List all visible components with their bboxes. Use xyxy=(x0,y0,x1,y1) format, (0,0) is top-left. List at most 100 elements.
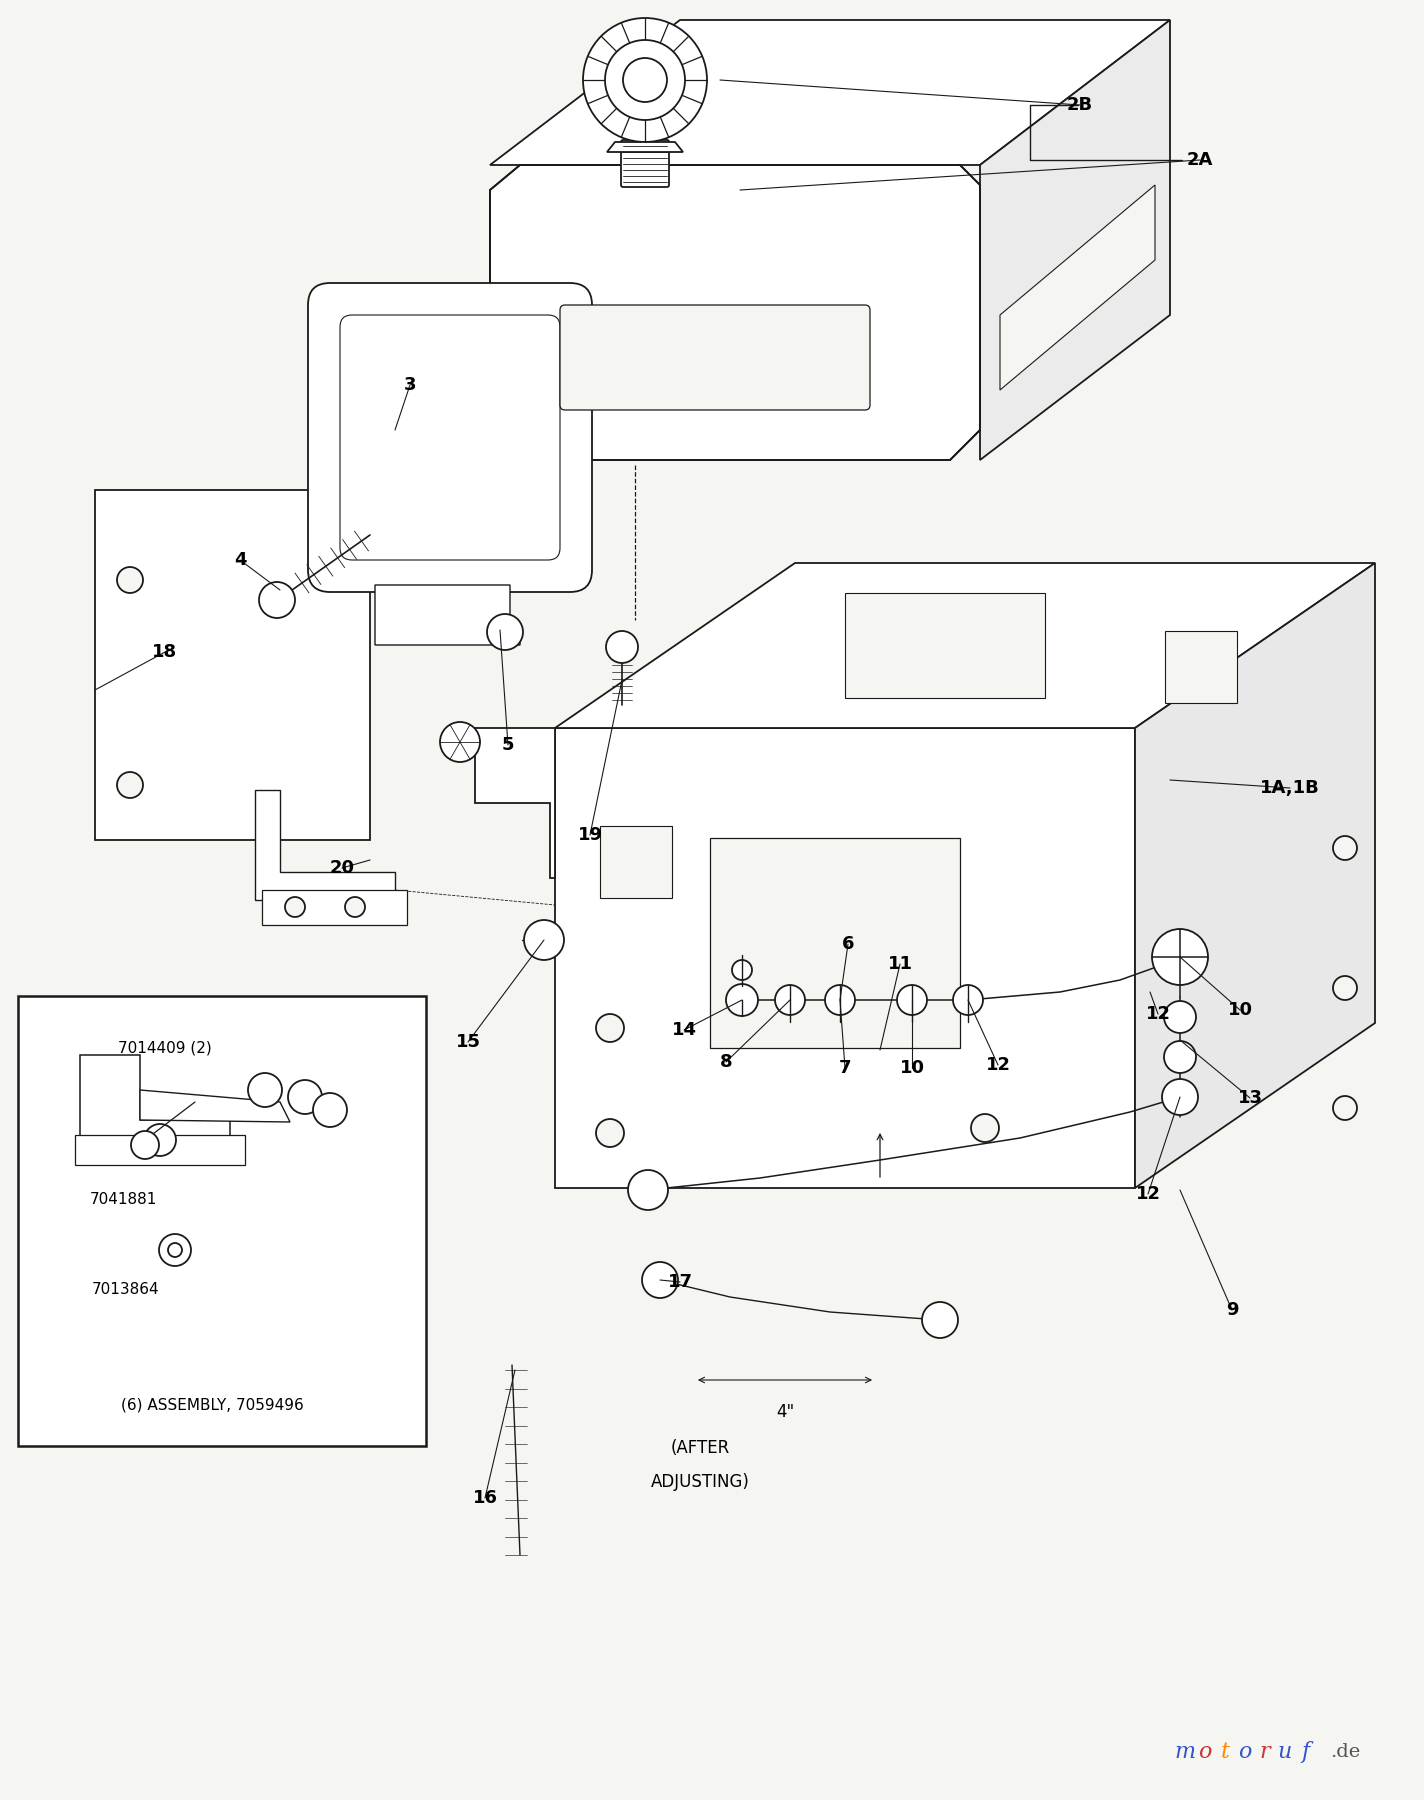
Text: 8: 8 xyxy=(719,1053,732,1071)
Text: 19: 19 xyxy=(578,826,602,844)
FancyBboxPatch shape xyxy=(621,140,669,187)
Polygon shape xyxy=(140,1091,290,1121)
Circle shape xyxy=(775,985,805,1015)
Circle shape xyxy=(628,1170,668,1210)
Circle shape xyxy=(144,1123,177,1156)
Circle shape xyxy=(953,985,983,1015)
Bar xyxy=(711,839,960,1048)
Circle shape xyxy=(1163,1001,1196,1033)
Circle shape xyxy=(487,614,523,650)
Bar xyxy=(600,826,672,898)
Circle shape xyxy=(726,985,758,1015)
Circle shape xyxy=(1333,976,1357,1001)
Circle shape xyxy=(824,985,854,1015)
Circle shape xyxy=(1333,1096,1357,1120)
Text: o: o xyxy=(1239,1741,1252,1762)
Bar xyxy=(95,490,370,841)
Polygon shape xyxy=(555,563,1376,727)
Circle shape xyxy=(285,896,305,916)
Circle shape xyxy=(607,632,638,662)
Circle shape xyxy=(131,1130,159,1159)
Bar xyxy=(19,995,426,1445)
Circle shape xyxy=(897,985,927,1015)
Circle shape xyxy=(248,1073,282,1107)
Circle shape xyxy=(1152,929,1208,985)
Circle shape xyxy=(605,40,685,121)
Polygon shape xyxy=(1135,563,1376,1188)
Text: 12: 12 xyxy=(1145,1004,1171,1022)
Circle shape xyxy=(921,1301,958,1337)
Bar xyxy=(1165,632,1237,704)
Text: 18: 18 xyxy=(152,643,178,661)
Text: (6) ASSEMBLY, 7059496: (6) ASSEMBLY, 7059496 xyxy=(121,1397,303,1413)
Circle shape xyxy=(168,1244,182,1256)
Bar xyxy=(262,889,407,925)
Text: (AFTER: (AFTER xyxy=(671,1438,729,1456)
Text: 7041881: 7041881 xyxy=(90,1192,158,1208)
Polygon shape xyxy=(476,727,555,878)
Text: 15: 15 xyxy=(456,1033,480,1051)
Circle shape xyxy=(732,959,752,979)
Text: 16: 16 xyxy=(473,1489,497,1507)
Bar xyxy=(555,727,1135,1188)
Text: t: t xyxy=(1220,1741,1229,1762)
Circle shape xyxy=(597,1013,624,1042)
Circle shape xyxy=(642,1262,678,1298)
Circle shape xyxy=(1163,1082,1196,1112)
Circle shape xyxy=(345,896,365,916)
Circle shape xyxy=(1333,835,1357,860)
Text: 7013864: 7013864 xyxy=(93,1282,159,1298)
Circle shape xyxy=(117,772,142,797)
Text: 5: 5 xyxy=(501,736,514,754)
Text: 20: 20 xyxy=(329,859,355,877)
Circle shape xyxy=(313,1093,347,1127)
Circle shape xyxy=(159,1235,191,1265)
Circle shape xyxy=(624,58,666,103)
Text: 12: 12 xyxy=(985,1057,1011,1075)
Text: .de: .de xyxy=(1330,1742,1360,1760)
FancyBboxPatch shape xyxy=(340,315,560,560)
Bar xyxy=(75,1136,245,1165)
Text: 1A,1B: 1A,1B xyxy=(1260,779,1320,797)
Text: 2A: 2A xyxy=(1186,151,1213,169)
Polygon shape xyxy=(490,166,980,461)
Text: 17: 17 xyxy=(668,1273,692,1291)
FancyBboxPatch shape xyxy=(308,283,592,592)
Text: ADJUSTING): ADJUSTING) xyxy=(651,1472,749,1490)
Text: 14: 14 xyxy=(672,1021,696,1039)
Circle shape xyxy=(1162,1078,1198,1114)
Text: 4": 4" xyxy=(776,1402,795,1420)
Text: 3: 3 xyxy=(404,376,416,394)
Text: 6: 6 xyxy=(842,934,854,952)
Text: m: m xyxy=(1175,1741,1196,1762)
Circle shape xyxy=(971,1114,1000,1141)
Polygon shape xyxy=(607,142,684,151)
Polygon shape xyxy=(490,20,1171,166)
Text: u: u xyxy=(1277,1741,1292,1762)
Text: 2B: 2B xyxy=(1067,95,1094,113)
Bar xyxy=(844,592,1045,698)
Text: 13: 13 xyxy=(1237,1089,1263,1107)
Circle shape xyxy=(288,1080,322,1114)
Text: 4: 4 xyxy=(234,551,246,569)
Text: 7: 7 xyxy=(839,1058,852,1076)
Circle shape xyxy=(597,1120,624,1147)
Text: 9: 9 xyxy=(1226,1301,1239,1319)
Text: 12: 12 xyxy=(1135,1184,1161,1202)
Polygon shape xyxy=(255,790,394,900)
Circle shape xyxy=(524,920,564,959)
Circle shape xyxy=(582,18,706,142)
Circle shape xyxy=(117,567,142,592)
Polygon shape xyxy=(1000,185,1155,391)
Circle shape xyxy=(440,722,480,761)
Text: 7014409 (2): 7014409 (2) xyxy=(118,1040,212,1055)
FancyBboxPatch shape xyxy=(560,304,870,410)
Text: f: f xyxy=(1302,1741,1309,1762)
Polygon shape xyxy=(375,585,520,644)
Circle shape xyxy=(1163,1040,1196,1073)
Text: 10: 10 xyxy=(1227,1001,1253,1019)
Text: r: r xyxy=(1260,1741,1270,1762)
Polygon shape xyxy=(980,20,1171,461)
Text: 10: 10 xyxy=(900,1058,924,1076)
Polygon shape xyxy=(80,1055,231,1141)
